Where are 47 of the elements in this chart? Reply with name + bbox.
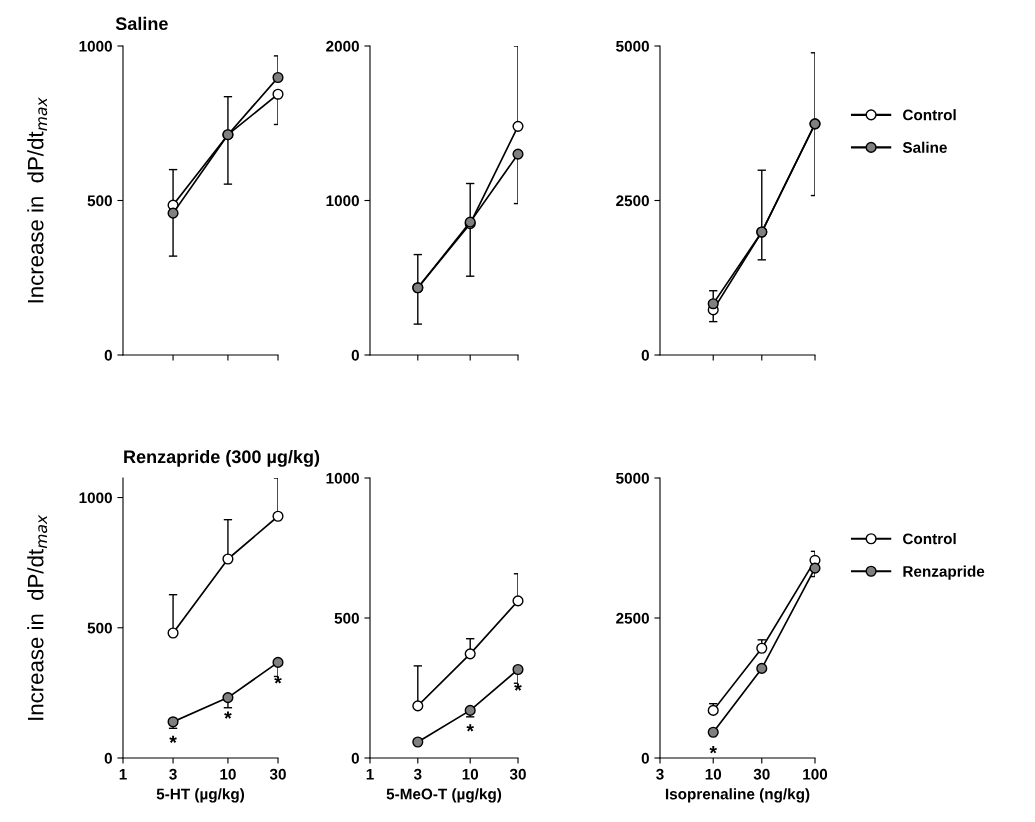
y-tick-label: 0	[641, 349, 649, 361]
x-tick-label: 100	[803, 768, 828, 780]
x-tick-label: 30	[509, 768, 526, 780]
legend-label: Control	[903, 109, 956, 121]
x-tick-label: 10	[220, 768, 236, 780]
legend-label: Control	[903, 532, 956, 545]
y-tick-label: 0	[104, 752, 112, 764]
annotation: *	[709, 746, 717, 754]
y-tick-label: 5000	[616, 40, 649, 52]
x-axis-title: 5-MeO-T (µg/kg)	[386, 788, 502, 803]
y-tick-label: 500	[87, 622, 112, 634]
y-axis-title: Increase in dP/dt$_{max}$	[27, 514, 48, 720]
y-tick-label: 1000	[79, 40, 112, 52]
legend-label: Saline	[902, 141, 947, 153]
y-tick-label: 5000	[616, 472, 649, 484]
y-tick-label: 0	[351, 752, 359, 764]
y-tick-label: 1000	[326, 472, 359, 484]
y-tick-label: 500	[334, 612, 359, 624]
annotation: *	[466, 724, 474, 732]
y-tick-label: 0	[104, 349, 112, 361]
y-tick-label: 2000	[326, 40, 359, 52]
x-tick-label: 30	[269, 768, 286, 780]
x-tick-label: 3	[413, 768, 422, 780]
annotation: *	[514, 683, 522, 691]
x-tick-label: 3	[169, 768, 177, 780]
annotation: *	[274, 676, 282, 684]
legend-label: Renzapride	[903, 565, 985, 580]
y-tick-label: 0	[641, 752, 649, 764]
x-axis-title: 5-HT (µg/kg)	[156, 788, 245, 803]
x-axis-title: Isoprenaline (ng/kg)	[665, 788, 810, 803]
x-tick-label: 10	[705, 768, 722, 780]
y-tick-label: 500	[87, 195, 112, 207]
x-tick-label: 1	[366, 768, 374, 780]
chart-title: Saline	[115, 16, 168, 31]
y-tick-label: 2500	[616, 612, 649, 624]
annotation: *	[224, 711, 232, 719]
annotation: *	[169, 735, 177, 743]
y-tick-label: 2500	[616, 195, 649, 207]
x-tick-label: 1	[119, 768, 127, 780]
y-tick-label: 0	[351, 349, 359, 361]
x-tick-label: 10	[462, 768, 479, 780]
chart-title: Renzapride (300 µg/kg)	[124, 449, 320, 467]
y-axis-title: Increase in dP/dt$_{max}$	[27, 97, 48, 303]
y-tick-label: 1000	[79, 492, 112, 504]
x-tick-label: 30	[753, 768, 770, 780]
y-tick-label: 1000	[326, 195, 359, 207]
x-tick-label: 3	[656, 768, 664, 780]
